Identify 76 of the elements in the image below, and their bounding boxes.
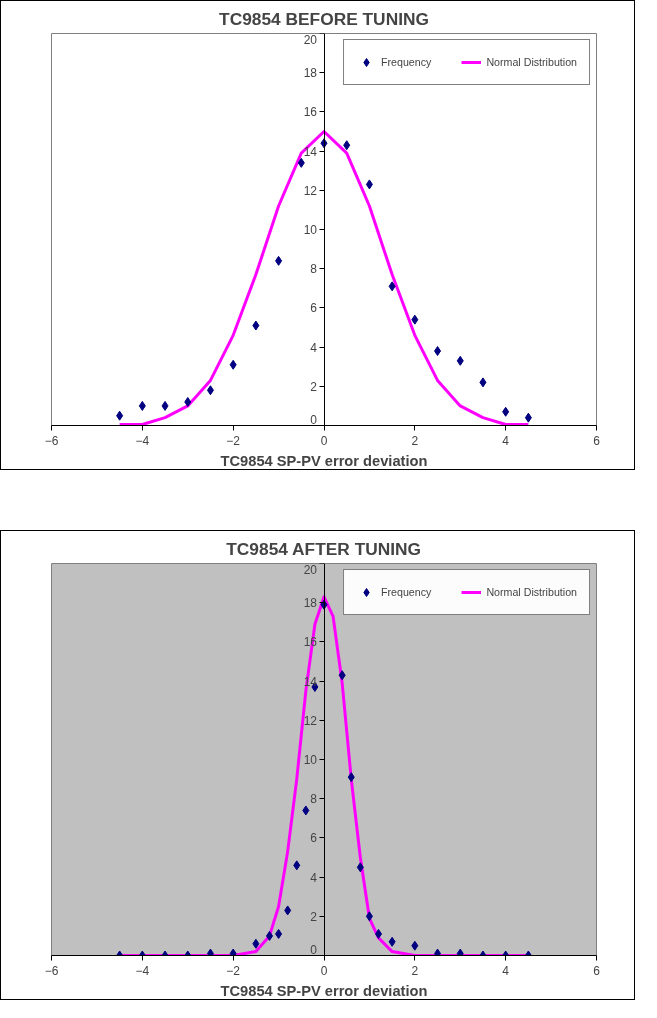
- point: [502, 406, 510, 417]
- x-tick-label: −4: [135, 963, 150, 978]
- chart-title: TC9854 AFTER TUNING: [226, 538, 422, 559]
- point: [365, 179, 373, 190]
- y-tick-label: 16: [303, 105, 318, 120]
- point: [184, 396, 192, 407]
- x-tick-label: 2: [411, 963, 419, 978]
- y-tick-label: 10: [303, 223, 318, 237]
- y-tick-label: 2: [310, 909, 318, 924]
- x-axis-title: TC9854 SP-PV error deviation: [220, 982, 428, 999]
- line-series: [118, 130, 530, 426]
- y-tick-label: 14: [303, 144, 318, 159]
- legend-label: Frequency: [381, 586, 432, 598]
- point: [434, 948, 442, 956]
- x-tick-label: −4: [135, 433, 150, 448]
- chart-title: TC9854 BEFORE TUNING: [219, 8, 429, 29]
- y-tick-label: 4: [310, 870, 318, 885]
- point: [347, 772, 355, 783]
- y-tick-label: 10: [303, 753, 318, 767]
- y-tick-label: 8: [310, 262, 318, 277]
- x-tick-label: 6: [593, 433, 601, 448]
- point: [338, 670, 346, 681]
- point: [252, 938, 260, 949]
- y-tick-label: 8: [310, 792, 318, 807]
- point: [297, 157, 305, 168]
- y-tick-label: 12: [303, 713, 318, 728]
- point: [206, 948, 214, 956]
- point: [138, 400, 146, 411]
- point: [479, 377, 487, 388]
- x-tick-label: 6: [593, 963, 601, 978]
- point: [524, 412, 532, 423]
- x-tick-label: −6: [44, 433, 59, 448]
- x-tick-label: 4: [502, 433, 510, 448]
- point: [252, 320, 260, 331]
- point: [275, 928, 283, 939]
- point: [434, 346, 442, 357]
- point: [206, 385, 214, 396]
- x-tick-label: 2: [411, 433, 419, 448]
- point: [356, 862, 364, 873]
- point: [229, 948, 237, 956]
- point: [388, 936, 396, 947]
- x-tick-label: 0: [320, 963, 328, 978]
- y-tick-label: 0: [310, 942, 318, 957]
- legend-label: Normal Distribution: [486, 586, 577, 598]
- point: [229, 359, 237, 370]
- legend-label: Frequency: [381, 56, 432, 68]
- y-tick-label: 6: [310, 831, 318, 846]
- point: [388, 281, 396, 292]
- point: [456, 355, 464, 366]
- point: [302, 805, 310, 816]
- y-tick-label: 6: [310, 301, 318, 316]
- x-axis-title: TC9854 SP-PV error deviation: [220, 452, 428, 469]
- x-tick-label: 0: [320, 433, 328, 448]
- y-tick-label: 0: [310, 412, 318, 427]
- x-tick-label: −2: [226, 433, 241, 448]
- point: [411, 940, 419, 951]
- point: [411, 314, 419, 325]
- point: [275, 255, 283, 266]
- point: [116, 410, 124, 421]
- x-tick-label: −6: [44, 963, 59, 978]
- y-tick-label: 12: [303, 183, 318, 198]
- y-tick-label: 20: [303, 32, 318, 47]
- y-tick-label: 18: [303, 66, 318, 81]
- point: [284, 905, 292, 916]
- y-tick-label: 20: [303, 562, 318, 577]
- legend-label: Normal Distribution: [486, 56, 577, 68]
- y-tick-label: 4: [310, 340, 318, 355]
- y-tick-label: 18: [303, 596, 318, 611]
- point: [293, 860, 301, 871]
- x-tick-label: 4: [502, 963, 510, 978]
- point: [365, 911, 373, 922]
- point: [161, 400, 169, 411]
- y-tick-label: 2: [310, 379, 318, 394]
- x-tick-label: −2: [226, 963, 241, 978]
- point: [343, 140, 351, 151]
- point: [456, 948, 464, 956]
